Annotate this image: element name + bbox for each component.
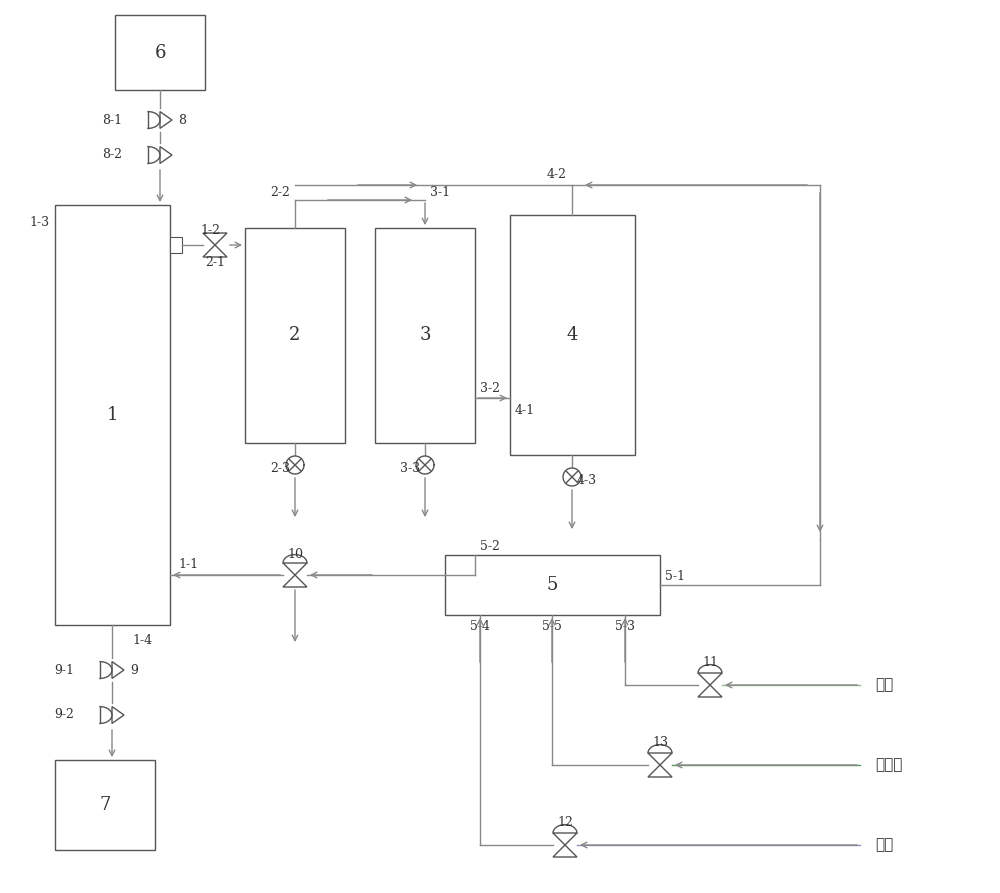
Bar (55, 205, 170, 625)
Text: 9-1: 9-1 (54, 663, 74, 677)
Text: 1-3: 1-3 (30, 216, 50, 230)
Text: 天然气: 天然气 (875, 758, 902, 772)
Text: 2: 2 (289, 327, 301, 345)
Text: 12: 12 (557, 816, 573, 830)
Text: 4-1: 4-1 (515, 404, 535, 416)
Text: 1-2: 1-2 (200, 224, 220, 238)
Text: 6: 6 (154, 44, 166, 62)
Text: 1: 1 (107, 406, 118, 424)
Text: 8-1: 8-1 (102, 113, 122, 127)
Text: 7: 7 (99, 796, 111, 814)
Text: 4-2: 4-2 (547, 169, 567, 181)
Bar (445, 555, 660, 615)
Bar (245, 228, 345, 443)
Text: 3-3: 3-3 (400, 462, 420, 474)
Text: 3-1: 3-1 (430, 186, 450, 198)
Text: 1-1: 1-1 (178, 558, 198, 572)
Text: 5-1: 5-1 (665, 571, 685, 583)
Text: 4: 4 (567, 326, 578, 344)
Text: 11: 11 (702, 656, 718, 670)
Text: 9: 9 (130, 663, 138, 677)
Bar (55, 760, 155, 850)
Text: 5-3: 5-3 (615, 621, 635, 633)
Text: 2-2: 2-2 (270, 186, 290, 198)
Text: 5-5: 5-5 (542, 621, 562, 633)
Text: 2-3: 2-3 (270, 462, 290, 474)
Bar (510, 215, 635, 455)
Text: 5-2: 5-2 (480, 540, 500, 554)
Text: 8-2: 8-2 (102, 148, 122, 162)
Text: 氮气: 氮气 (875, 838, 893, 852)
Text: 2-1: 2-1 (205, 256, 225, 270)
Text: 3: 3 (419, 327, 431, 345)
Text: 空气: 空气 (875, 678, 893, 692)
Text: 3-2: 3-2 (480, 381, 500, 395)
Text: 4-3: 4-3 (577, 473, 597, 487)
Text: 13: 13 (652, 737, 668, 749)
Text: 10: 10 (287, 548, 303, 562)
Bar (115, 15, 205, 90)
Text: 5: 5 (547, 576, 558, 594)
Bar (375, 228, 475, 443)
Bar (170, 237, 182, 253)
Text: 5-4: 5-4 (470, 621, 490, 633)
Text: 9-2: 9-2 (54, 708, 74, 722)
Text: 8: 8 (178, 113, 186, 127)
Text: 1-4: 1-4 (132, 633, 152, 647)
